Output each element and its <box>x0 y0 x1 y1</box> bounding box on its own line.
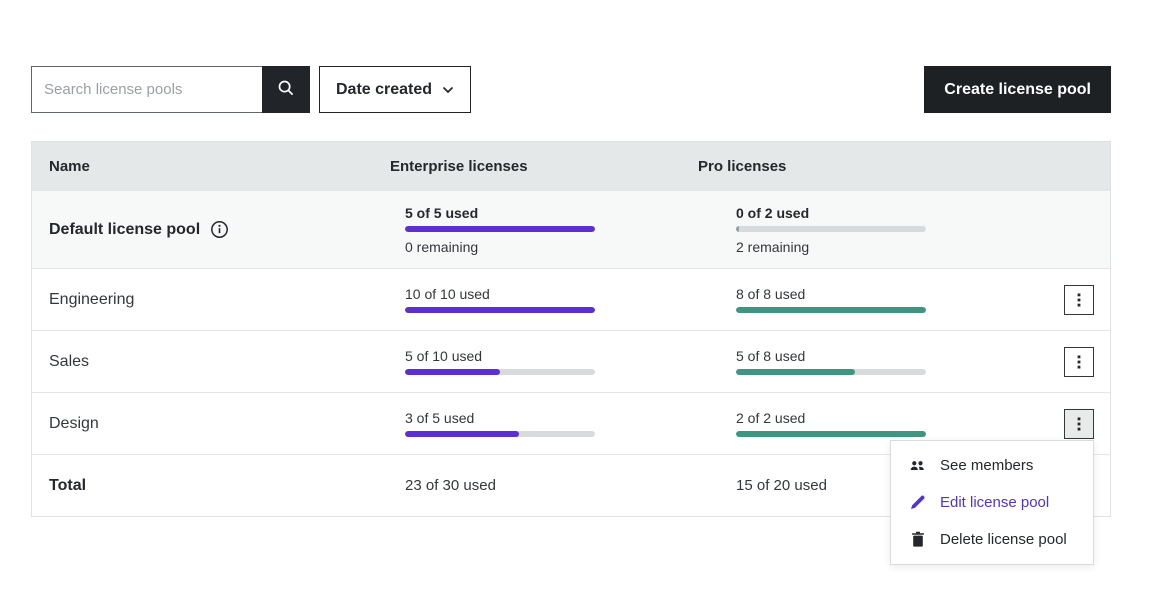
enterprise-progress-fill <box>405 225 595 232</box>
row-actions <box>1064 346 1110 377</box>
pool-name: Default license pool <box>49 220 405 239</box>
pro-total-value: 15 of 20 used <box>736 477 827 494</box>
search-group <box>31 66 310 113</box>
pool-name: Engineering <box>49 291 405 309</box>
row-kebab-menu-button[interactable] <box>1064 408 1094 439</box>
pool-name-label: Sales <box>49 352 90 370</box>
pro-usage-label: 0 of 2 used <box>736 204 810 221</box>
toolbar-spacer <box>471 66 924 113</box>
search-icon <box>276 78 296 101</box>
table-row: Engineering 10 of 10 used 8 of 8 used <box>32 268 1110 330</box>
enterprise-usage-label: 10 of 10 used <box>405 286 490 302</box>
row-kebab-menu-button[interactable] <box>1064 346 1094 377</box>
column-header-enterprise: Enterprise licenses <box>390 157 528 175</box>
table-row: Sales 5 of 10 used 5 of 8 used <box>32 330 1110 392</box>
enterprise-usage-label: 3 of 5 used <box>405 410 475 426</box>
table-body: Default license pool 5 of 5 used 0 remaini… <box>32 190 1110 516</box>
kebab-icon <box>1077 417 1081 431</box>
enterprise-usage-cell: 5 of 5 used 0 remaining <box>405 205 736 255</box>
enterprise-progress-fill <box>405 431 519 437</box>
row-context-menu: See members Edit license pool Delete lic… <box>890 440 1094 565</box>
toolbar: Date created Create license pool <box>31 66 1111 113</box>
pool-name: Total <box>49 477 405 495</box>
enterprise-progress-track <box>405 431 595 437</box>
pro-progress-track <box>736 431 926 437</box>
menu-item-delete-license-pool[interactable]: Delete license pool <box>891 521 1093 558</box>
table-row: Design 3 of 5 used 2 of 2 used <box>32 392 1110 454</box>
search-button[interactable] <box>262 66 310 113</box>
info-icon[interactable] <box>210 220 229 239</box>
pro-remaining-label: 2 remaining <box>736 238 810 255</box>
pro-usage-cell: 8 of 8 used <box>736 286 1064 313</box>
pool-name: Design <box>49 415 405 433</box>
enterprise-total-value: 23 of 30 used <box>405 477 496 494</box>
column-header-pro: Pro licenses <box>698 157 787 175</box>
pro-progress-track <box>736 225 926 232</box>
row-actions <box>1064 408 1110 439</box>
column-header-name: Name <box>49 157 90 175</box>
kebab-icon <box>1077 355 1081 369</box>
menu-item-label: See members <box>940 457 1034 474</box>
pencil-icon <box>909 494 926 511</box>
enterprise-progress-fill <box>405 369 500 375</box>
pool-name-label: Design <box>49 414 99 432</box>
pro-usage-label: 8 of 8 used <box>736 286 806 302</box>
sort-dropdown[interactable]: Date created <box>319 66 472 113</box>
pro-usage-label: 5 of 8 used <box>736 348 806 364</box>
pro-progress-fill <box>736 369 855 375</box>
table-header: Name Enterprise licenses Pro licenses <box>32 142 1110 190</box>
kebab-icon <box>1077 293 1081 307</box>
chevron-down-icon <box>442 81 454 99</box>
row-kebab-menu-button[interactable] <box>1064 284 1094 315</box>
pool-name: Sales <box>49 353 405 371</box>
pro-usage-label: 2 of 2 used <box>736 410 806 426</box>
menu-item-see-members[interactable]: See members <box>891 447 1093 484</box>
users-icon <box>909 457 926 474</box>
pro-usage-cell: 0 of 2 used 2 remaining <box>736 205 1064 255</box>
enterprise-usage-label: 5 of 10 used <box>405 348 483 364</box>
pro-progress-track <box>736 369 926 375</box>
trash-icon <box>909 531 926 548</box>
pro-progress-track <box>736 307 926 313</box>
pro-progress-fill <box>736 225 739 232</box>
enterprise-progress-track <box>405 225 595 232</box>
pool-name-label: Default license pool <box>49 220 201 238</box>
pool-name-label: Total <box>49 476 87 494</box>
menu-item-label: Edit license pool <box>940 494 1050 511</box>
license-pools-table: Name Enterprise licenses Pro licenses De… <box>31 141 1111 517</box>
enterprise-usage-cell: 3 of 5 used <box>405 410 736 437</box>
enterprise-usage-cell: 10 of 10 used <box>405 286 736 313</box>
search-input[interactable] <box>31 66 262 113</box>
pool-name-label: Engineering <box>49 290 135 308</box>
pro-progress-fill <box>736 431 926 437</box>
table-row: Default license pool 5 of 5 used 0 remaini… <box>32 190 1110 268</box>
enterprise-progress-fill <box>405 307 595 313</box>
enterprise-progress-track <box>405 307 595 313</box>
row-actions <box>1064 284 1110 315</box>
menu-item-label: Delete license pool <box>940 531 1067 548</box>
pro-usage-cell: 2 of 2 used <box>736 410 1064 437</box>
sort-dropdown-label: Date created <box>336 80 433 98</box>
enterprise-usage-label: 5 of 5 used <box>405 204 479 221</box>
create-license-pool-button[interactable]: Create license pool <box>924 66 1111 113</box>
enterprise-remaining-label: 0 remaining <box>405 238 479 255</box>
pro-progress-fill <box>736 307 926 313</box>
menu-item-edit-license-pool[interactable]: Edit license pool <box>891 484 1093 521</box>
enterprise-usage-cell: 5 of 10 used <box>405 348 736 375</box>
enterprise-progress-track <box>405 369 595 375</box>
pro-usage-cell: 5 of 8 used <box>736 348 1064 375</box>
